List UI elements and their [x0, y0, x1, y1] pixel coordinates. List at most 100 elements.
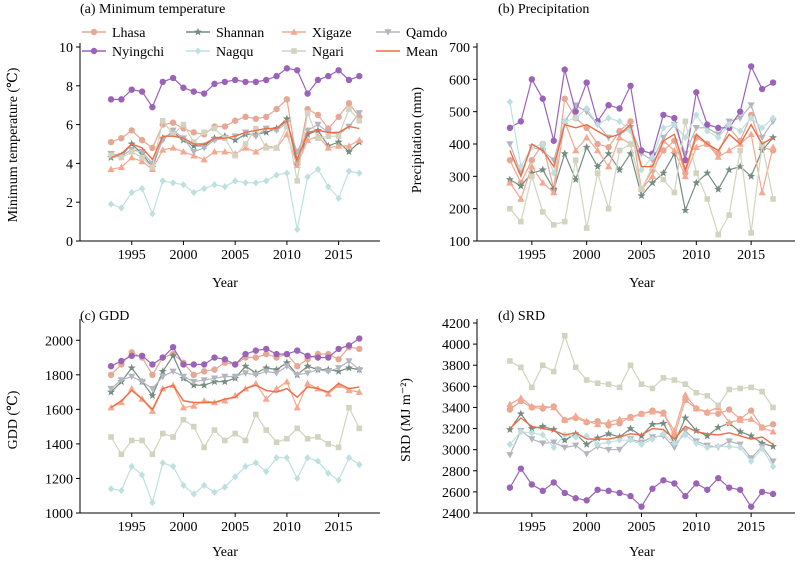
panel-title: (b) Precipitation [498, 2, 589, 17]
x-tick-label: 2000 [573, 520, 601, 535]
x-tick-label: 2015 [325, 248, 353, 263]
data-point [107, 138, 115, 146]
data-point [158, 367, 167, 375]
data-point [769, 442, 778, 450]
data-point [704, 127, 711, 135]
data-point [528, 429, 536, 437]
data-point [550, 443, 557, 452]
data-point [335, 67, 342, 74]
data-point [715, 133, 722, 142]
data-point [561, 95, 568, 102]
series-line [110, 119, 360, 162]
data-point [670, 146, 678, 154]
series-mean [110, 382, 360, 411]
data-point [506, 406, 514, 413]
data-point [232, 430, 238, 437]
data-point [517, 394, 525, 401]
data-point [169, 462, 177, 470]
data-point [346, 404, 352, 411]
data-point [355, 388, 363, 395]
data-point [626, 424, 635, 432]
data-point [517, 195, 525, 202]
legend-label: Lhasa [112, 26, 146, 41]
data-point [527, 168, 536, 177]
data-point [736, 162, 745, 171]
data-point [561, 444, 569, 452]
data-point [703, 431, 712, 440]
series-line [509, 123, 774, 179]
data-point [659, 168, 668, 177]
data-point [149, 451, 156, 458]
data-point [704, 443, 711, 452]
data-point [263, 145, 270, 151]
data-point [506, 156, 514, 164]
data-point [506, 179, 514, 186]
series-lhasa [107, 96, 363, 167]
data-point [335, 356, 342, 363]
data-point [529, 384, 535, 391]
data-point [616, 489, 623, 497]
data-point [180, 361, 187, 368]
x-tick-label: 2000 [573, 248, 601, 263]
data-point [107, 200, 115, 208]
data-point [117, 398, 125, 406]
data-point [648, 178, 657, 187]
data-point [179, 148, 188, 155]
data-point [582, 143, 591, 151]
data-point [252, 148, 260, 155]
data-point [169, 179, 177, 187]
data-point [190, 361, 197, 368]
data-point [242, 113, 249, 121]
data-point [506, 124, 514, 132]
data-point [262, 395, 270, 402]
series-line [110, 117, 360, 169]
data-point [770, 404, 776, 411]
legend-marker [384, 29, 392, 36]
data-point [769, 490, 777, 498]
data-point [117, 163, 125, 171]
data-point [583, 225, 590, 231]
data-point [560, 435, 569, 444]
data-point [231, 473, 239, 481]
data-point [594, 121, 601, 129]
data-point [294, 425, 301, 432]
data-point [528, 163, 536, 170]
data-point [550, 137, 557, 144]
data-point [315, 135, 321, 141]
data-point [169, 127, 177, 135]
data-point [232, 152, 238, 159]
data-point [180, 481, 187, 489]
data-point [571, 175, 580, 183]
data-point [627, 127, 634, 135]
data-point [294, 362, 301, 370]
data-point [572, 108, 579, 115]
x-tick-label: 2010 [682, 248, 710, 263]
data-point [303, 361, 312, 370]
data-point [303, 136, 312, 143]
data-point [128, 437, 135, 444]
data-point [201, 444, 207, 451]
data-point [681, 206, 690, 214]
data-point [107, 385, 115, 393]
y-tick-label: 2600 [442, 486, 470, 501]
data-point [210, 375, 219, 382]
data-point [273, 105, 280, 113]
data-point [714, 185, 723, 193]
data-point [252, 372, 260, 379]
data-point [284, 123, 290, 130]
y-tick-label: 3800 [442, 359, 470, 374]
data-point [283, 96, 291, 103]
data-point [638, 147, 645, 154]
panel-gdd: (c) GDD Year GDD (℃) 1995 2000 2005 2010 201… [6, 309, 380, 560]
y-tick-label: 10 [59, 41, 73, 56]
data-point [550, 188, 558, 196]
data-point [736, 127, 744, 135]
legend-label: Nyingchi [112, 45, 164, 60]
x-tick-label: 2015 [737, 520, 765, 535]
x-tick-label: 2000 [169, 248, 197, 263]
data-point [538, 165, 547, 174]
data-point [107, 165, 115, 173]
data-point [539, 209, 546, 215]
data-point [715, 474, 722, 482]
data-point [715, 124, 722, 132]
